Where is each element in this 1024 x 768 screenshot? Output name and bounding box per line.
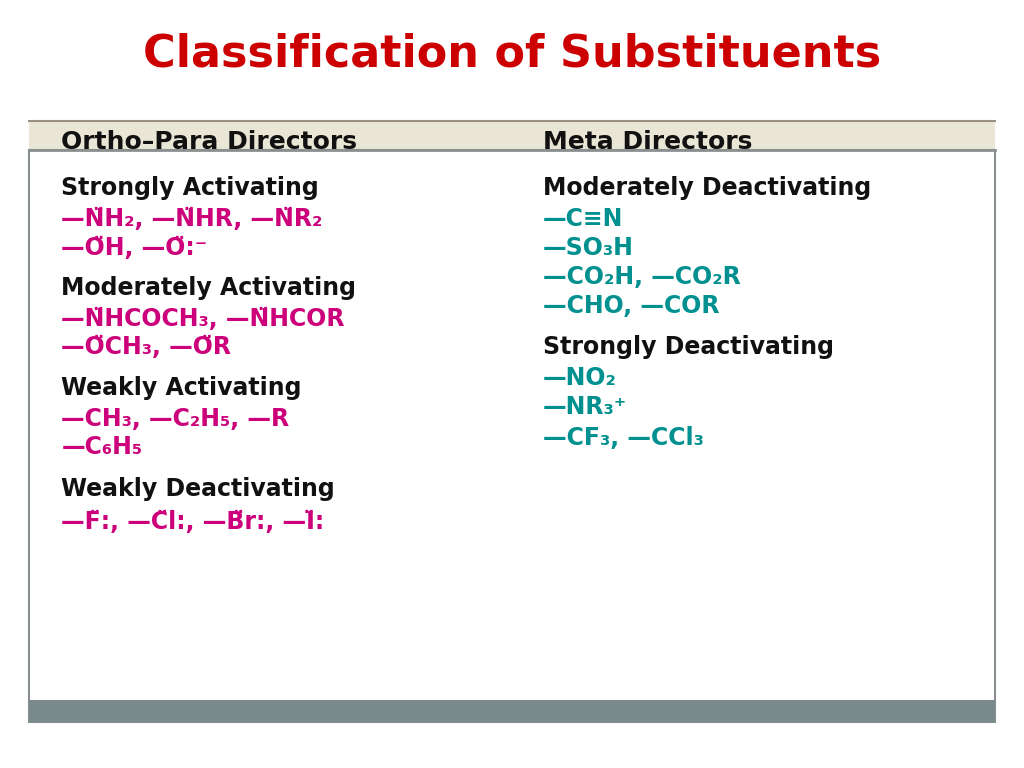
Text: —C≡N: —C≡N <box>543 207 623 231</box>
Text: —N̈H₂, —N̈HR, —N̈R₂: —N̈H₂, —N̈HR, —N̈R₂ <box>61 207 323 231</box>
Text: Weakly Deactivating: Weakly Deactivating <box>61 477 335 502</box>
Text: —SO₃H: —SO₃H <box>543 236 634 260</box>
Bar <box>29 121 995 150</box>
Text: —N̈HCOCH₃, —N̈HCOR: —N̈HCOCH₃, —N̈HCOR <box>61 306 345 331</box>
Text: Meta Directors: Meta Directors <box>543 130 752 154</box>
Text: Classification of Substituents: Classification of Substituents <box>143 32 881 75</box>
Text: —C₆H₅: —C₆H₅ <box>61 435 142 459</box>
Text: Moderately Activating: Moderately Activating <box>61 276 356 300</box>
Text: Ortho–Para Directors: Ortho–Para Directors <box>61 130 357 154</box>
Text: Strongly Activating: Strongly Activating <box>61 176 319 200</box>
Text: —CO₂H, —CO₂R: —CO₂H, —CO₂R <box>543 265 740 290</box>
Text: —CF₃, —CCl₃: —CF₃, —CCl₃ <box>543 425 703 450</box>
Bar <box>29 150 995 722</box>
Text: Strongly Deactivating: Strongly Deactivating <box>543 335 834 359</box>
Text: —ÖCH₃, —ÖR: —ÖCH₃, —ÖR <box>61 335 231 359</box>
Bar <box>29 700 995 722</box>
Text: —NR₃⁺: —NR₃⁺ <box>543 395 627 419</box>
Text: —CHO, —COR: —CHO, —COR <box>543 294 719 319</box>
Text: —F̈:, —C̈l:, —B̈r:, —Ï:: —F̈:, —C̈l:, —B̈r:, —Ï: <box>61 510 325 535</box>
Text: —ÖH, —Ö:⁻: —ÖH, —Ö:⁻ <box>61 236 208 260</box>
Text: Weakly Activating: Weakly Activating <box>61 376 302 400</box>
Text: Moderately Deactivating: Moderately Deactivating <box>543 176 871 200</box>
Text: —NO₂: —NO₂ <box>543 366 616 390</box>
Text: —CH₃, —C₂H₅, —R: —CH₃, —C₂H₅, —R <box>61 406 290 431</box>
